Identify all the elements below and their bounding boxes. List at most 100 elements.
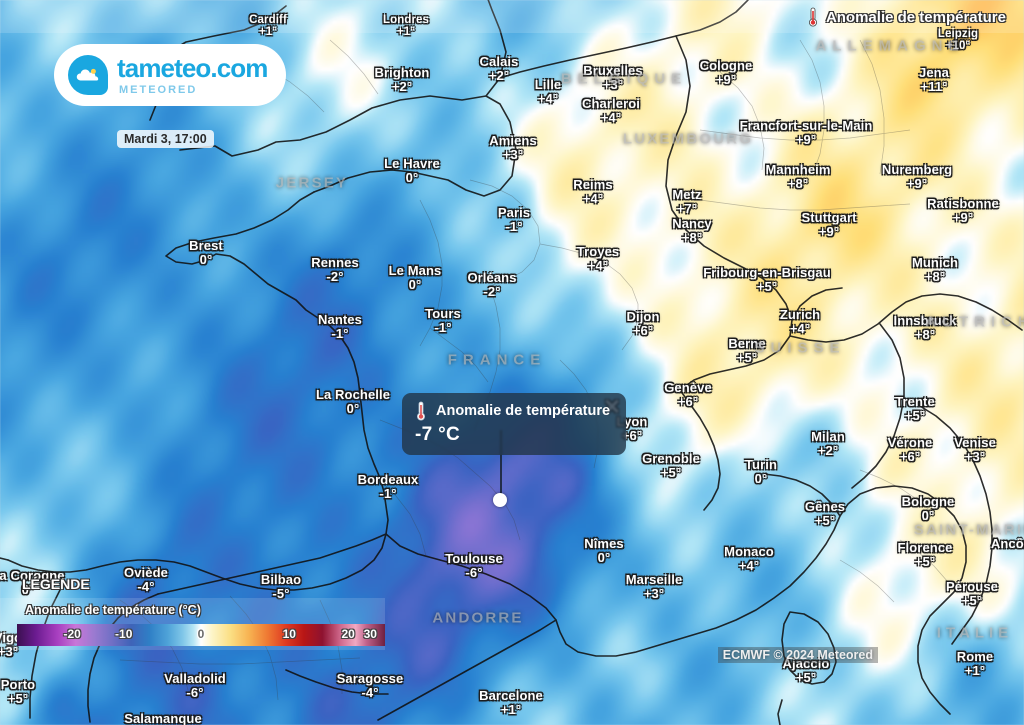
city-label-marseille[interactable]: Marseille +3° bbox=[626, 572, 683, 601]
city-value: -1° bbox=[331, 326, 349, 342]
city-value: +5° bbox=[814, 513, 836, 529]
city-label-rome[interactable]: Rome +1° bbox=[957, 649, 994, 678]
legend-heading[interactable]: LÉGENDE bbox=[22, 576, 90, 592]
city-label-paris[interactable]: Paris -1° bbox=[497, 205, 531, 234]
city-label-zurich[interactable]: Zurich +4° bbox=[780, 307, 820, 337]
city-label-milan[interactable]: Milan +2° bbox=[811, 429, 845, 458]
city-value: +8° bbox=[924, 269, 946, 285]
city-name: Ancône bbox=[990, 536, 1024, 551]
city-label-turin[interactable]: Turin 0° bbox=[745, 457, 777, 486]
city-label-porto[interactable]: Porto +5° bbox=[1, 677, 35, 706]
city-value: +6° bbox=[632, 323, 654, 339]
city-label-amiens[interactable]: Amiens +3° bbox=[489, 133, 537, 162]
city-label-innsbruck[interactable]: Innsbruck +8° bbox=[893, 313, 957, 342]
city-name: La Rochelle bbox=[315, 387, 391, 402]
city-label-brighton[interactable]: Brighton +2° bbox=[375, 65, 430, 94]
legend-colorbar[interactable] bbox=[17, 624, 385, 646]
city-label-leipzig[interactable]: Leipzig +10° bbox=[938, 28, 978, 53]
city-label-v-rone[interactable]: Vérone +6° bbox=[888, 435, 933, 465]
city-value: -4° bbox=[137, 579, 155, 595]
city-name: Genève bbox=[664, 380, 712, 395]
city-value: +4° bbox=[789, 321, 811, 337]
city-name: Le Havre bbox=[384, 156, 440, 171]
city-label-salamanque[interactable]: Salamanque bbox=[124, 711, 202, 725]
city-label-toulouse[interactable]: Toulouse -6° bbox=[445, 551, 503, 580]
thermometer-icon bbox=[807, 7, 819, 27]
city-label-mannheim[interactable]: Mannheim +8° bbox=[765, 162, 830, 191]
city-label-florence[interactable]: Florence +5° bbox=[898, 540, 953, 569]
city-label-g-nes[interactable]: Gênes +5° bbox=[805, 499, 845, 529]
city-label-troyes[interactable]: Troyes +4° bbox=[577, 244, 620, 273]
city-value: 0° bbox=[921, 508, 935, 524]
city-label-fribourg-en-brisgau[interactable]: Fribourg-en-Brisgau +5° bbox=[703, 265, 831, 294]
city-label-ratisbonne[interactable]: Ratisbonne +9° bbox=[927, 196, 999, 226]
city-label-n-mes[interactable]: Nîmes 0° bbox=[584, 536, 624, 565]
temperature-tooltip[interactable]: Anomalie de température -7 °C bbox=[402, 393, 627, 455]
city-label-stuttgart[interactable]: Stuttgart +9° bbox=[801, 210, 856, 239]
city-value: +1° bbox=[500, 702, 522, 718]
location-pin[interactable] bbox=[493, 493, 507, 507]
city-label-bilbao[interactable]: Bilbao -5° bbox=[261, 572, 301, 601]
city-name: Jena bbox=[918, 65, 950, 80]
city-label-bruxelles[interactable]: Bruxelles +3° bbox=[583, 63, 642, 92]
city-value: -4° bbox=[361, 685, 379, 701]
city-name: Innsbruck bbox=[893, 313, 957, 328]
city-label-metz[interactable]: Metz +7° bbox=[672, 187, 701, 216]
city-label-ovi-de[interactable]: Oviède -4° bbox=[124, 565, 168, 595]
city-label-la-rochelle[interactable]: La Rochelle 0° bbox=[315, 387, 391, 416]
cloud-icon bbox=[68, 55, 108, 95]
city-label-bologne[interactable]: Bologne 0° bbox=[902, 494, 955, 524]
city-label-barcelone[interactable]: Barcelone +1° bbox=[479, 688, 543, 718]
country-label-allemagne: ALLEMAGNE bbox=[815, 37, 965, 55]
city-label-vigo[interactable]: Vigo+3° bbox=[0, 630, 22, 659]
city-label-rennes[interactable]: Rennes -2° bbox=[311, 255, 359, 284]
city-name: Orléans bbox=[467, 270, 517, 285]
city-label-lille[interactable]: Lille +4° bbox=[535, 77, 562, 106]
city-value: +9° bbox=[952, 210, 974, 226]
legend-tick-minus10: -10 bbox=[115, 627, 133, 641]
city-label-cologne[interactable]: Cologne +9° bbox=[700, 58, 753, 87]
city-label-berne[interactable]: Berne +5° bbox=[728, 336, 765, 365]
city-label-nantes[interactable]: Nantes -1° bbox=[318, 312, 362, 342]
city-label-nuremberg[interactable]: Nuremberg +9° bbox=[882, 162, 952, 191]
city-label-orl-ans[interactable]: Orléans -2° bbox=[467, 270, 517, 299]
city-value: +2° bbox=[488, 68, 510, 84]
city-name: Tours bbox=[425, 306, 461, 321]
city-value: +6° bbox=[899, 449, 921, 465]
city-label-le-mans[interactable]: Le Mans 0° bbox=[389, 263, 442, 292]
city-label-brest[interactable]: Brest 0° bbox=[189, 238, 223, 267]
city-label-calais[interactable]: Calais +2° bbox=[480, 54, 519, 84]
city-label-reims[interactable]: Reims +4° bbox=[573, 177, 613, 206]
tameteo-logo[interactable]: tameteo.com METEORED bbox=[54, 44, 286, 106]
city-label-grenoble[interactable]: Grenoble +5° bbox=[642, 451, 700, 480]
city-label-nancy[interactable]: Nancy +8° bbox=[672, 216, 712, 245]
city-name: Cardiff bbox=[249, 14, 287, 26]
city-label-londres[interactable]: Londres +1° bbox=[383, 14, 429, 39]
city-value: +3° bbox=[964, 449, 986, 465]
city-label-monaco[interactable]: Monaco +4° bbox=[724, 544, 774, 573]
city-label-jena[interactable]: Jena +11° bbox=[918, 65, 950, 94]
city-name: Fribourg-en-Brisgau bbox=[703, 265, 831, 280]
city-label-bordeaux[interactable]: Bordeaux -1° bbox=[358, 472, 419, 502]
city-label-saragosse[interactable]: Saragosse -4° bbox=[337, 671, 404, 701]
city-label-charleroi[interactable]: Charleroi +4° bbox=[582, 96, 640, 125]
city-label-anc-ne[interactable]: Ancône bbox=[990, 536, 1024, 551]
city-label-cardiff[interactable]: Cardiff +1° bbox=[249, 14, 287, 39]
city-label-trente[interactable]: Trente +5° bbox=[895, 394, 935, 423]
city-label-munich[interactable]: Munich +8° bbox=[911, 255, 959, 285]
city-label-venise[interactable]: Venise +3° bbox=[954, 435, 996, 465]
city-name: Paris bbox=[497, 205, 531, 220]
city-value: -1° bbox=[379, 486, 397, 502]
city-label-le-havre[interactable]: Le Havre 0° bbox=[384, 156, 440, 185]
city-name: La Corogne bbox=[0, 568, 65, 583]
city-label-francfort-sur-le-main[interactable]: Francfort-sur-le-Main +9° bbox=[740, 118, 873, 147]
city-label-valladolid[interactable]: Valladolid -6° bbox=[164, 671, 226, 700]
city-label-p-rouse[interactable]: Pérouse +5° bbox=[946, 579, 998, 608]
city-label-gen-ve[interactable]: Genève +6° bbox=[664, 380, 712, 409]
city-name: Munich bbox=[911, 255, 959, 270]
city-label-dijon[interactable]: Dijon +6° bbox=[627, 309, 660, 339]
city-label-ajaccio[interactable]: Ajaccio +5° bbox=[783, 656, 830, 685]
city-label-tours[interactable]: Tours -1° bbox=[425, 306, 461, 335]
